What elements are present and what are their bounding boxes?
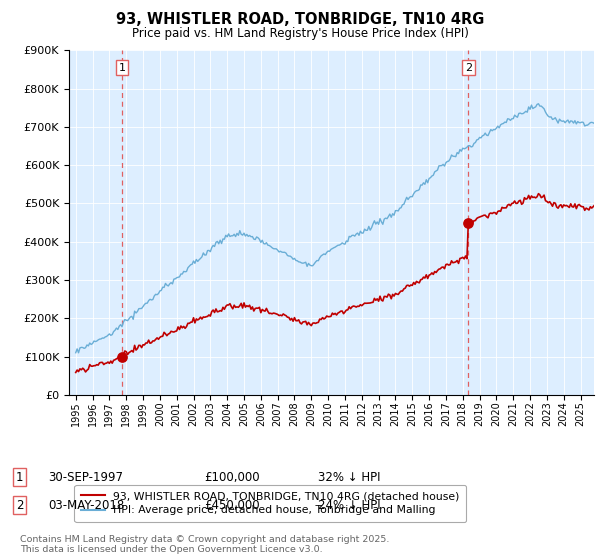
Text: 30-SEP-1997: 30-SEP-1997 [48, 470, 123, 484]
Text: £100,000: £100,000 [204, 470, 260, 484]
Text: 24% ↓ HPI: 24% ↓ HPI [318, 498, 380, 512]
Text: 32% ↓ HPI: 32% ↓ HPI [318, 470, 380, 484]
Text: Price paid vs. HM Land Registry's House Price Index (HPI): Price paid vs. HM Land Registry's House … [131, 27, 469, 40]
Text: 93, WHISTLER ROAD, TONBRIDGE, TN10 4RG: 93, WHISTLER ROAD, TONBRIDGE, TN10 4RG [116, 12, 484, 27]
Text: Contains HM Land Registry data © Crown copyright and database right 2025.
This d: Contains HM Land Registry data © Crown c… [20, 535, 389, 554]
Text: £450,000: £450,000 [204, 498, 260, 512]
Text: 1: 1 [16, 470, 23, 484]
Point [117, 352, 127, 361]
Text: 03-MAY-2018: 03-MAY-2018 [48, 498, 124, 512]
Text: 1: 1 [119, 63, 125, 73]
Text: 2: 2 [16, 498, 23, 512]
Text: 2: 2 [465, 63, 472, 73]
Legend: 93, WHISTLER ROAD, TONBRIDGE, TN10 4RG (detached house), HPI: Average price, det: 93, WHISTLER ROAD, TONBRIDGE, TN10 4RG (… [74, 484, 466, 522]
Point [464, 218, 473, 227]
